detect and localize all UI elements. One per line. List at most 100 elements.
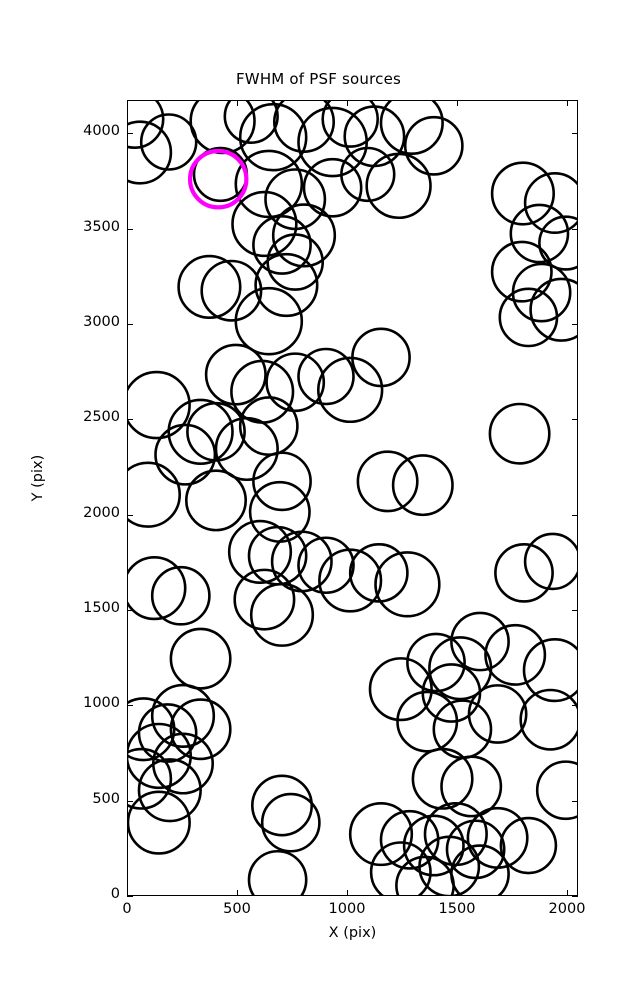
x-tick-label: 1500 <box>438 901 476 917</box>
psf-source-circle <box>302 157 363 218</box>
psf-source-circle <box>247 849 308 895</box>
psf-source-circle <box>184 469 248 532</box>
psf-source-circle <box>150 565 211 626</box>
psf-source-circle <box>137 703 198 763</box>
psf-source-circle <box>418 835 481 895</box>
y-tickmark <box>572 324 578 326</box>
psf-source-circle <box>406 632 466 693</box>
y-tickmark <box>127 514 133 516</box>
y-tickmark <box>572 228 578 230</box>
psf-source-circle <box>233 568 296 631</box>
x-axis-label: X (pix) <box>328 925 377 941</box>
psf-source-circle <box>402 814 465 877</box>
x-tickmark <box>457 890 458 896</box>
psf-source-circle <box>411 747 474 810</box>
y-tickmark <box>127 324 133 326</box>
psf-source-circle <box>128 461 181 528</box>
x-tickmark <box>127 100 128 106</box>
psf-source-circle <box>368 657 433 722</box>
y-tickmark <box>127 800 133 802</box>
psf-source-circle <box>538 215 577 271</box>
psf-source-circle <box>490 161 556 226</box>
psf-source-circle <box>395 855 455 895</box>
plot-axes-frame <box>127 100 578 896</box>
psf-source-circle <box>128 101 165 150</box>
scatter-plot-svg <box>128 101 577 895</box>
psf-source-circle <box>204 343 267 406</box>
psf-source-circle <box>265 352 326 413</box>
psf-source-circle <box>440 755 503 818</box>
psf-source-circle <box>260 792 321 853</box>
y-tickmark <box>127 896 133 897</box>
psf-source-circle <box>484 623 547 686</box>
y-tick-label: 1000 <box>83 695 120 712</box>
y-tickmark <box>572 610 578 611</box>
psf-source-circle <box>396 690 459 753</box>
psf-source-circle <box>214 416 279 482</box>
psf-source-circle <box>230 359 295 424</box>
x-tick-label: 2000 <box>548 901 586 917</box>
y-tick-label: 2000 <box>83 504 120 521</box>
psf-source-circle <box>169 698 232 761</box>
y-tick-label: 4000 <box>83 123 120 140</box>
y-tick-label: 2500 <box>83 409 120 426</box>
psf-source-circle <box>466 806 529 869</box>
y-tick-label: 500 <box>92 790 120 807</box>
psf-source-circle <box>252 451 312 512</box>
psf-source-circle <box>169 627 232 690</box>
psf-source-circle <box>523 172 577 234</box>
psf-source-circle <box>519 688 577 751</box>
psf-source-circle <box>509 203 570 264</box>
psf-source-circle <box>351 327 411 388</box>
psf-source-circle <box>379 101 444 156</box>
psf-source-circle <box>523 532 577 591</box>
x-tickmark <box>127 890 128 896</box>
psf-source-circle <box>365 152 432 220</box>
psf-source-circle <box>391 454 454 517</box>
psf-source-circle <box>297 347 355 406</box>
psf-source-circle <box>186 401 246 462</box>
x-tickmark <box>237 100 238 106</box>
psf-source-circle <box>139 113 198 171</box>
y-tickmark <box>127 133 133 135</box>
psf-source-circle <box>251 774 314 837</box>
y-tickmark <box>572 896 578 897</box>
psf-source-circle <box>522 638 577 703</box>
x-tickmark <box>347 890 348 896</box>
page-title: FWHM of PSF sources <box>235 70 402 88</box>
psf-source-circle <box>128 790 191 855</box>
y-tickmark <box>572 705 578 707</box>
psf-source-circle <box>348 801 414 867</box>
psf-source-circle <box>318 548 383 613</box>
psf-source-circle <box>271 203 337 268</box>
highlighted-source-circle <box>187 148 249 210</box>
x-tick-label: 0 <box>122 901 132 917</box>
y-tickmark <box>572 133 578 135</box>
psf-source-circle <box>150 683 216 748</box>
psf-source-circle <box>403 115 464 176</box>
psf-source-circle <box>348 542 409 603</box>
psf-source-circle <box>234 149 304 219</box>
psf-source-circle <box>490 240 553 303</box>
psf-source-circle <box>177 254 242 319</box>
psf-source-circle <box>266 233 324 291</box>
psf-source-circle <box>128 120 173 185</box>
y-tickmark <box>572 800 578 802</box>
y-axis-label: Y (pix) <box>30 454 46 502</box>
x-tickmark <box>347 100 348 106</box>
psf-source-circle <box>499 816 558 875</box>
y-tickmark <box>127 610 133 611</box>
psf-source-circle <box>369 841 432 895</box>
psf-source-circle <box>167 398 234 465</box>
psf-source-circle <box>227 519 293 585</box>
psf-source-circle <box>223 101 279 144</box>
psf-source-circle <box>252 215 312 275</box>
psf-source-circle <box>238 102 308 172</box>
psf-source-circle <box>234 286 304 356</box>
x-tick-label: 1000 <box>328 901 366 917</box>
psf-source-circle <box>535 760 577 821</box>
psf-source-circle <box>340 146 396 203</box>
x-tick-label: 500 <box>223 901 251 917</box>
psf-source-circle <box>254 252 319 318</box>
psf-source-circle <box>189 101 256 155</box>
